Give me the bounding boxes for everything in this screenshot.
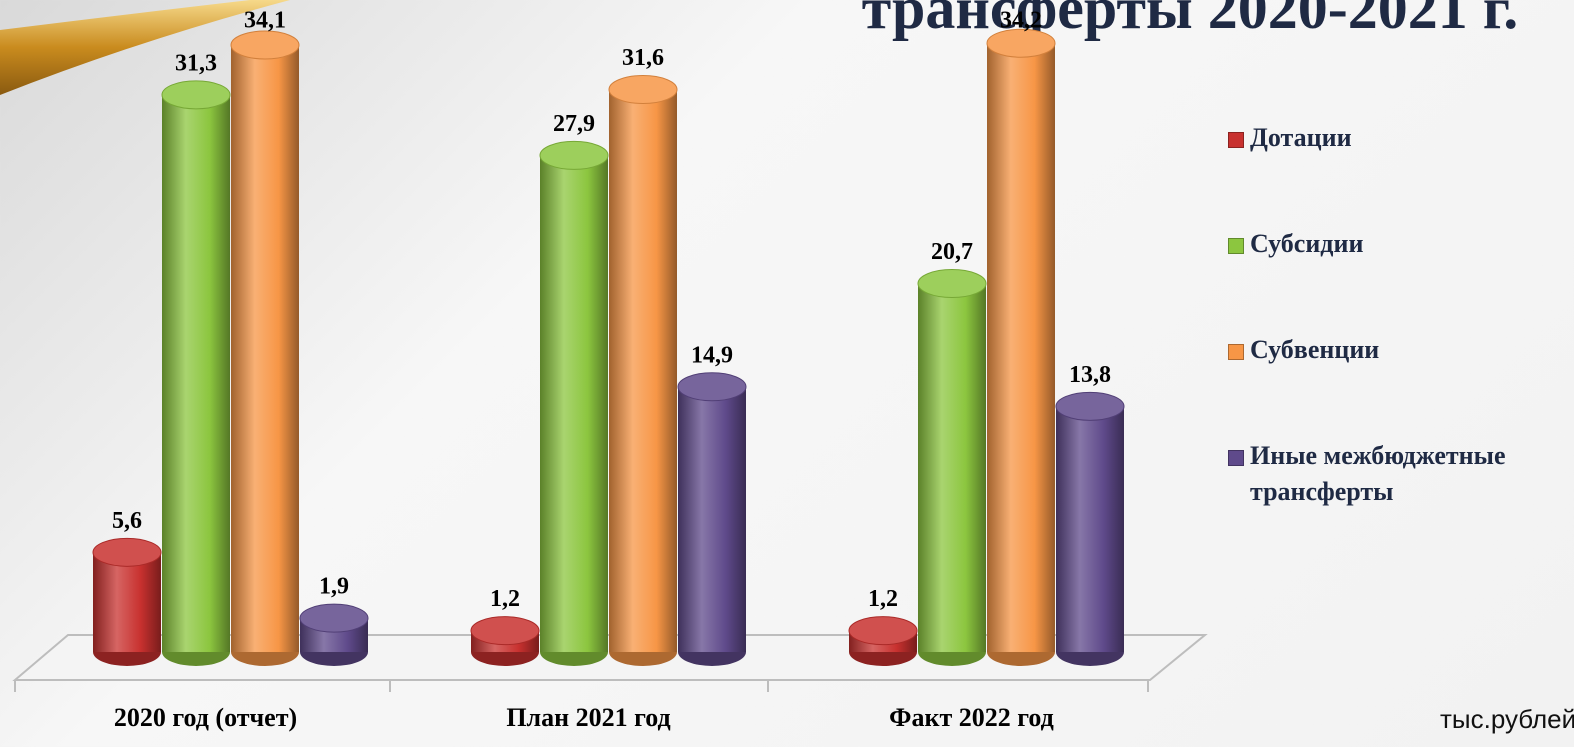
chart-title: трансферты 2020-2021 г. xyxy=(862,0,1518,41)
bar-body xyxy=(162,95,230,652)
bar-body xyxy=(609,90,677,652)
bar-body xyxy=(918,284,986,652)
value-label: 31,3 xyxy=(175,50,217,76)
value-label: 1,2 xyxy=(490,586,520,612)
bar-body xyxy=(231,45,299,652)
value-label: 13,8 xyxy=(1069,362,1111,388)
legend-item: Дотации xyxy=(1226,120,1571,226)
bar-top xyxy=(1056,392,1124,420)
value-label: 34,2 xyxy=(1000,8,1042,34)
legend-label: Дотации xyxy=(1250,120,1352,156)
x-tick-label: Факт 2022 год xyxy=(889,703,1054,732)
value-label: 20,7 xyxy=(931,239,973,265)
bar xyxy=(918,270,986,666)
value-label: 14,9 xyxy=(691,342,733,368)
bar-top xyxy=(849,617,917,645)
legend-label: Субвенции xyxy=(1250,332,1379,368)
legend-label: Иные межбюджетные трансферты xyxy=(1250,438,1571,510)
plot xyxy=(93,29,1124,666)
value-label: 27,9 xyxy=(553,111,595,137)
bar xyxy=(471,617,539,666)
bar-top xyxy=(231,31,299,59)
x-tick-label: План 2021 год xyxy=(506,703,670,732)
bar-top xyxy=(471,617,539,645)
bar-top xyxy=(918,270,986,298)
bar xyxy=(300,604,368,666)
bar xyxy=(678,373,746,666)
value-label: 1,2 xyxy=(868,586,898,612)
bar-top xyxy=(162,81,230,109)
bar xyxy=(987,29,1055,666)
legend-swatch xyxy=(1228,450,1244,466)
page: трансферты 2020-2021 г. 2020 год (отчет)… xyxy=(0,0,1574,747)
bar-body xyxy=(540,155,608,652)
bar xyxy=(1056,392,1124,666)
bar-top xyxy=(609,76,677,104)
value-label: 5,6 xyxy=(112,508,142,534)
bar xyxy=(162,81,230,666)
bar xyxy=(93,538,161,666)
bar-top xyxy=(678,373,746,401)
unit-label: тыс.рублей xyxy=(1440,704,1574,735)
bar xyxy=(609,76,677,666)
bar-body xyxy=(93,552,161,652)
bar-body xyxy=(678,387,746,652)
legend-swatch xyxy=(1228,132,1244,148)
value-label: 1,9 xyxy=(319,574,349,600)
legend-swatch xyxy=(1228,344,1244,360)
bar-body xyxy=(1056,406,1124,652)
bar-body xyxy=(987,43,1055,652)
value-label: 34,1 xyxy=(244,8,286,34)
bar xyxy=(540,141,608,666)
value-label: 31,6 xyxy=(622,45,664,71)
x-tick-label: 2020 год (отчет) xyxy=(114,703,297,732)
legend-label: Субсидии xyxy=(1250,226,1363,262)
bar xyxy=(849,617,917,666)
bar-top xyxy=(540,141,608,169)
legend-item: Субвенции xyxy=(1226,332,1571,438)
bar-top xyxy=(300,604,368,632)
bar xyxy=(231,31,299,666)
legend: Дотации Субсидии Субвенции Иные межбюджетны… xyxy=(1226,120,1571,544)
legend-swatch xyxy=(1228,238,1244,254)
bar-top xyxy=(93,538,161,566)
legend-item: Иные межбюджетные трансферты xyxy=(1226,438,1571,544)
legend-item: Субсидии xyxy=(1226,226,1571,332)
